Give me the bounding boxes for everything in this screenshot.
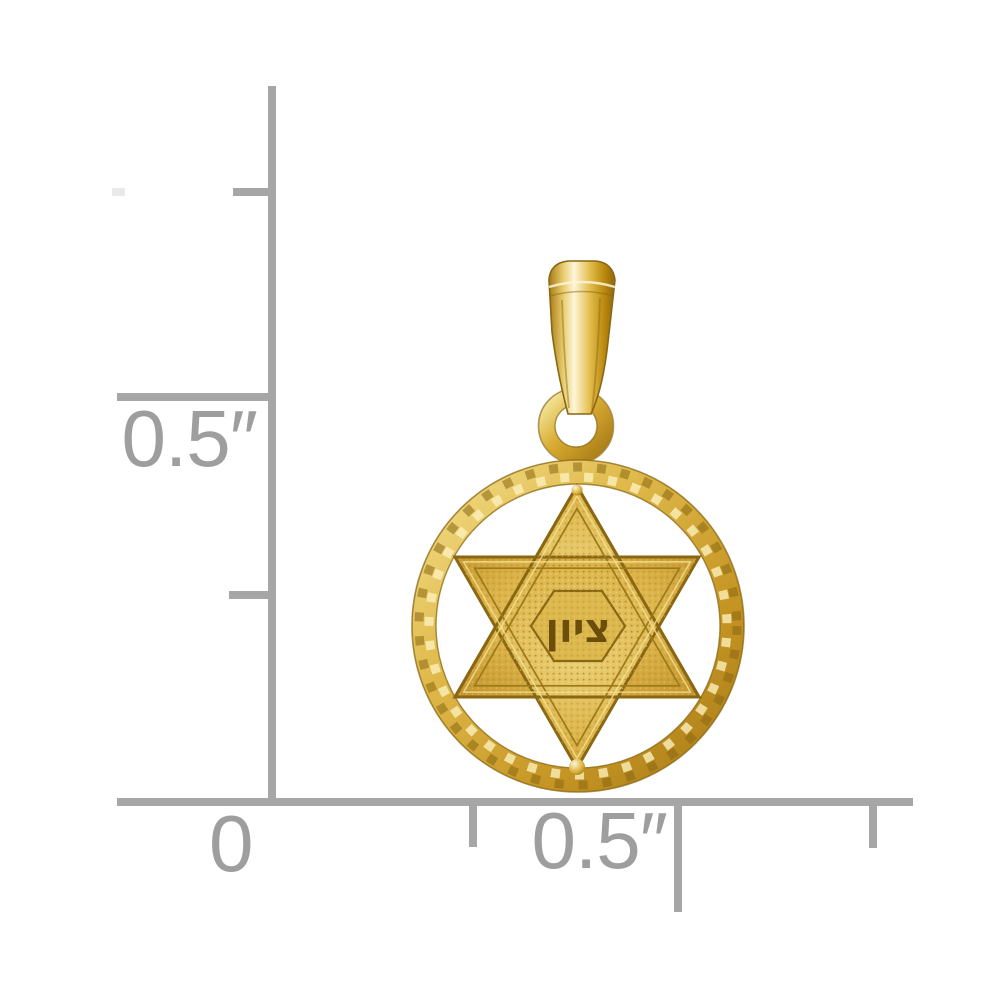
center-plaque: ציון xyxy=(529,589,627,663)
hebrew-inscription: ציון xyxy=(545,606,610,652)
vertical-ruler-tick-faint-mark xyxy=(112,188,125,196)
vertical-ruler-tick-0-25in xyxy=(229,591,268,599)
vertical-ruler-label-half-inch: 0.5″ xyxy=(121,394,258,483)
horizontal-ruler-tick-0-75in xyxy=(869,806,877,848)
pendant-rope-frame xyxy=(411,459,745,793)
horizontal-ruler-tick-0-5in xyxy=(674,806,682,912)
vertical-ruler-line xyxy=(268,86,276,802)
horizontal-ruler-label-half-inch: 0.5″ xyxy=(531,796,668,885)
pendant-bail xyxy=(548,260,616,415)
vertical-ruler-tick-0-75in xyxy=(233,188,268,196)
vertical-ruler-tick-0-5in xyxy=(117,393,268,401)
bottom-apex-bead xyxy=(569,759,585,775)
top-apex-bead xyxy=(571,484,583,496)
horizontal-ruler-line xyxy=(117,798,913,806)
horizontal-ruler-tick-0-25in xyxy=(469,806,477,847)
horizontal-ruler-label-zero: 0 xyxy=(209,799,253,888)
